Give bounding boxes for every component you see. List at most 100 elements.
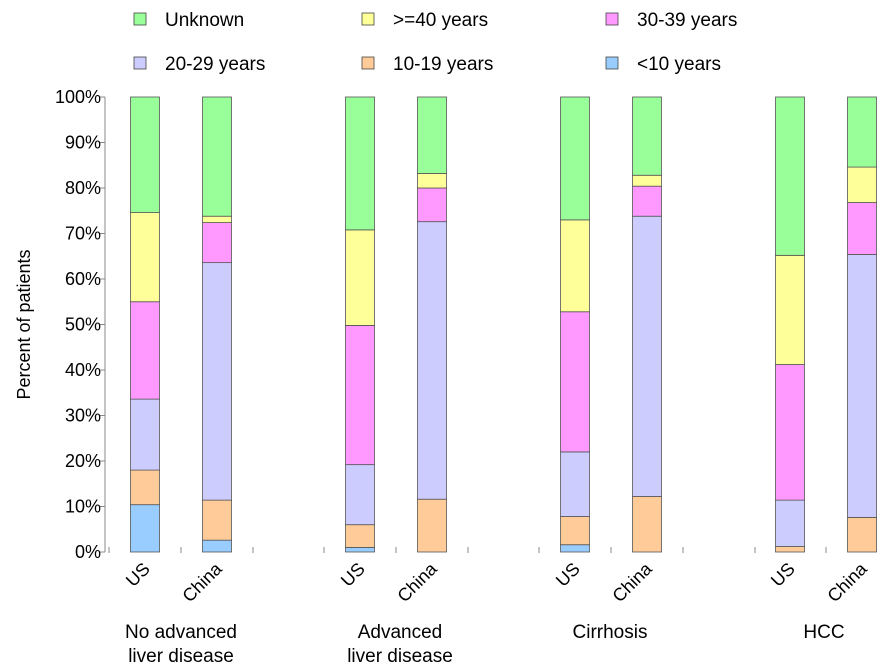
x-axis-labels: US China No advanced liver disease US China Ad… xyxy=(122,558,872,667)
x-category-label: China xyxy=(823,558,871,606)
bar-no-advanced-liver-disease-china xyxy=(202,96,232,553)
legend-swatch-lt-10-years xyxy=(605,56,619,70)
bar-segment-10-19-years xyxy=(775,546,805,553)
y-axis: 0% 10% 20% 30% 40% 50% 60% 70% 80% 90% 100% xyxy=(55,87,827,562)
legend-label-gte-40-years: >=40 years xyxy=(393,10,488,31)
bar-segment-20-29-years xyxy=(202,262,232,501)
bar-segment-gte-40-years xyxy=(632,174,662,187)
bar-segment-lt-10-years xyxy=(345,547,375,553)
bar-segment-10-19-years xyxy=(560,516,590,546)
x-category-label: US xyxy=(767,559,799,591)
bar-segment-unknown xyxy=(345,96,375,231)
bar-segment-gte-40-years xyxy=(130,212,160,303)
bar-segment-gte-40-years xyxy=(847,166,877,203)
y-tick-label: 20% xyxy=(65,451,101,471)
x-category-label: China xyxy=(178,558,226,606)
legend: Unknown >=40 years 30-39 years 20-29 years 1… xyxy=(133,10,737,75)
bar-segment-unknown xyxy=(775,96,805,256)
bars xyxy=(130,96,877,553)
bar-segment-30-39-years xyxy=(775,364,805,501)
bar-segment-20-29-years xyxy=(775,499,805,547)
bar-group-hcc xyxy=(775,96,877,553)
x-category-label: China xyxy=(608,558,656,606)
bar-segment-30-39-years xyxy=(847,202,877,255)
y-tick-label: 60% xyxy=(65,269,101,289)
bar-advanced-liver-disease-china xyxy=(417,96,447,553)
bar-cirrhosis-china xyxy=(632,96,662,553)
legend-item-30-39-years: 30-39 years xyxy=(605,10,737,31)
bar-group-cirrhosis xyxy=(560,96,662,553)
legend-label-20-29-years: 20-29 years xyxy=(165,54,265,75)
bar-segment-10-19-years xyxy=(417,498,447,553)
legend-item-gte-40-years: >=40 years xyxy=(361,10,488,31)
bar-segment-20-29-years xyxy=(130,398,160,471)
bar-segment-20-29-years xyxy=(345,464,375,526)
bar-segment-unknown xyxy=(632,96,662,176)
bar-hcc-china xyxy=(847,96,877,553)
bar-group-no-advanced-liver-disease xyxy=(130,96,232,553)
bar-segment-30-39-years xyxy=(345,325,375,466)
bar-segment-gte-40-years xyxy=(560,219,590,313)
legend-swatch-30-39-years xyxy=(605,12,619,26)
bar-advanced-liver-disease-us xyxy=(345,96,375,553)
bar-segment-lt-10-years xyxy=(130,504,160,553)
bar-segment-unknown xyxy=(130,96,160,213)
bar-segment-30-39-years xyxy=(417,187,447,223)
bar-segment-30-39-years xyxy=(130,301,160,400)
y-tick-label: 70% xyxy=(65,224,101,244)
group-label-hcc: HCC xyxy=(803,622,844,643)
legend-item-20-29-years: 20-29 years xyxy=(133,54,265,75)
group-label-line: liver disease xyxy=(128,646,234,667)
group-label-no-advanced-liver-disease: No advanced liver disease xyxy=(125,622,237,667)
bar-segment-gte-40-years xyxy=(202,215,232,223)
legend-label-10-19-years: 10-19 years xyxy=(393,54,493,75)
y-tick-label: 50% xyxy=(65,315,101,335)
group-label-line: Cirrhosis xyxy=(573,622,648,643)
group-label-line: Advanced xyxy=(358,622,443,643)
bar-segment-gte-40-years xyxy=(775,254,805,365)
bar-segment-20-29-years xyxy=(417,221,447,500)
legend-item-lt-10-years: <10 years xyxy=(605,54,721,75)
y-tick-label: 0% xyxy=(75,542,101,562)
bar-segment-gte-40-years xyxy=(417,173,447,189)
group-label-line: No advanced xyxy=(125,622,237,643)
bar-segment-gte-40-years xyxy=(345,229,375,326)
legend-swatch-unknown xyxy=(133,12,147,26)
bar-cirrhosis-us xyxy=(560,96,590,553)
legend-item-10-19-years: 10-19 years xyxy=(361,54,493,75)
x-category-label: China xyxy=(393,558,441,606)
bar-segment-unknown xyxy=(560,96,590,221)
y-tick-label: 10% xyxy=(65,497,101,517)
bar-segment-20-29-years xyxy=(632,215,662,497)
bar-segment-10-19-years xyxy=(847,517,877,553)
legend-swatch-20-29-years xyxy=(133,56,147,70)
bar-segment-lt-10-years xyxy=(202,539,232,553)
y-tick-label: 100% xyxy=(55,87,101,107)
bar-group-advanced-liver-disease xyxy=(345,96,447,553)
group-label-advanced-liver-disease: Advanced liver disease xyxy=(347,622,453,667)
y-tick-label: 80% xyxy=(65,178,101,198)
y-tick-label: 90% xyxy=(65,133,101,153)
bar-segment-20-29-years xyxy=(847,254,877,518)
bar-no-advanced-liver-disease-us xyxy=(130,96,160,553)
bar-segment-10-19-years xyxy=(130,469,160,506)
bar-segment-10-19-years xyxy=(345,524,375,548)
legend-label-lt-10-years: <10 years xyxy=(637,54,721,75)
bar-segment-10-19-years xyxy=(202,499,232,541)
bar-segment-unknown xyxy=(847,96,877,168)
bar-segment-30-39-years xyxy=(632,185,662,217)
y-axis-title: Percent of patients xyxy=(14,249,34,399)
x-category-label: US xyxy=(552,559,584,591)
bar-segment-20-29-years xyxy=(560,451,590,517)
bar-segment-10-19-years xyxy=(632,496,662,553)
group-label-cirrhosis: Cirrhosis xyxy=(573,622,648,643)
bar-segment-lt-10-years xyxy=(560,544,590,553)
y-tick-label: 40% xyxy=(65,360,101,380)
y-tick-label: 30% xyxy=(65,406,101,426)
legend-label-30-39-years: 30-39 years xyxy=(637,10,737,31)
bar-segment-unknown xyxy=(417,96,447,174)
legend-swatch-gte-40-years xyxy=(361,12,375,26)
bar-hcc-us xyxy=(775,96,805,553)
